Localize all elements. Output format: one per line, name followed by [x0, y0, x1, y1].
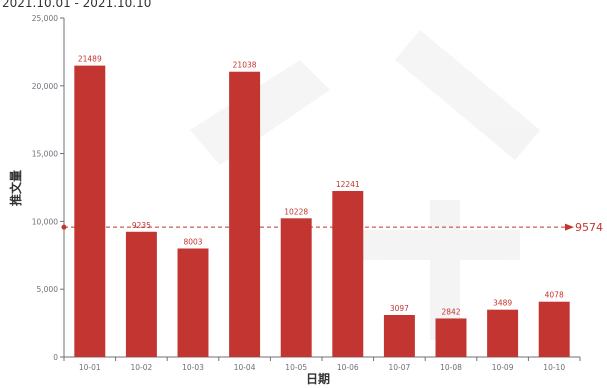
bar [177, 248, 209, 357]
bar-value-label: 12241 [336, 180, 360, 189]
y-tick-label: 10,000 [32, 217, 58, 226]
bar [280, 218, 312, 357]
y-tick-label: 15,000 [32, 150, 58, 159]
bars [74, 65, 570, 357]
bar [229, 71, 261, 357]
x-tick-label: 10-10 [543, 363, 565, 372]
bar [125, 231, 157, 357]
x-axis-label: 日期 [306, 371, 330, 386]
average-line-start-dot [61, 224, 67, 230]
bar-value-label: 9235 [132, 221, 151, 230]
bar-value-label: 3489 [493, 299, 512, 308]
x-tick-label: 10-07 [389, 363, 411, 372]
average-line-label: 9574 [575, 221, 603, 234]
chart-title: 2021.10.01 - 2021.10.10 [2, 0, 152, 10]
bar [487, 309, 519, 357]
x-tick-label: 10-09 [492, 363, 514, 372]
x-tick-label: 10-03 [182, 363, 204, 372]
x-tick-label: 10-02 [131, 363, 153, 372]
bar-value-label: 10228 [284, 207, 308, 216]
bar [383, 315, 415, 357]
bar [538, 301, 570, 357]
x-tick-label: 10-05 [285, 363, 307, 372]
bar-value-label: 8003 [183, 237, 202, 246]
bar-value-label: 2842 [441, 307, 460, 316]
y-tick-label: 20,000 [32, 82, 58, 91]
axes: 0 5,000 10,000 15,000 20,000 25,000 10-01 10-02… [32, 14, 581, 372]
average-marker: 9574 [61, 221, 603, 234]
bar [435, 318, 467, 357]
bar [74, 65, 106, 357]
data-labels: 21489 9235 8003 21038 10228 12241 3097 2842 3489… [78, 55, 564, 317]
y-axis-label: 推文量 [8, 170, 23, 206]
y-tick-label: 0 [53, 353, 58, 362]
y-tick-label: 5,000 [37, 285, 59, 294]
y-tick-label: 25,000 [32, 14, 58, 23]
x-tick-label: 10-01 [79, 363, 101, 372]
bar-value-label: 21038 [233, 61, 257, 70]
x-tick-label: 10-06 [337, 363, 359, 372]
bar-value-label: 21489 [78, 55, 102, 64]
average-line-arrow [565, 223, 574, 231]
bar [332, 191, 364, 357]
x-tick-label: 10-04 [234, 363, 256, 372]
x-tick-label: 10-08 [440, 363, 462, 372]
bar-value-label: 4078 [545, 291, 564, 300]
bar-value-label: 3097 [390, 304, 409, 313]
